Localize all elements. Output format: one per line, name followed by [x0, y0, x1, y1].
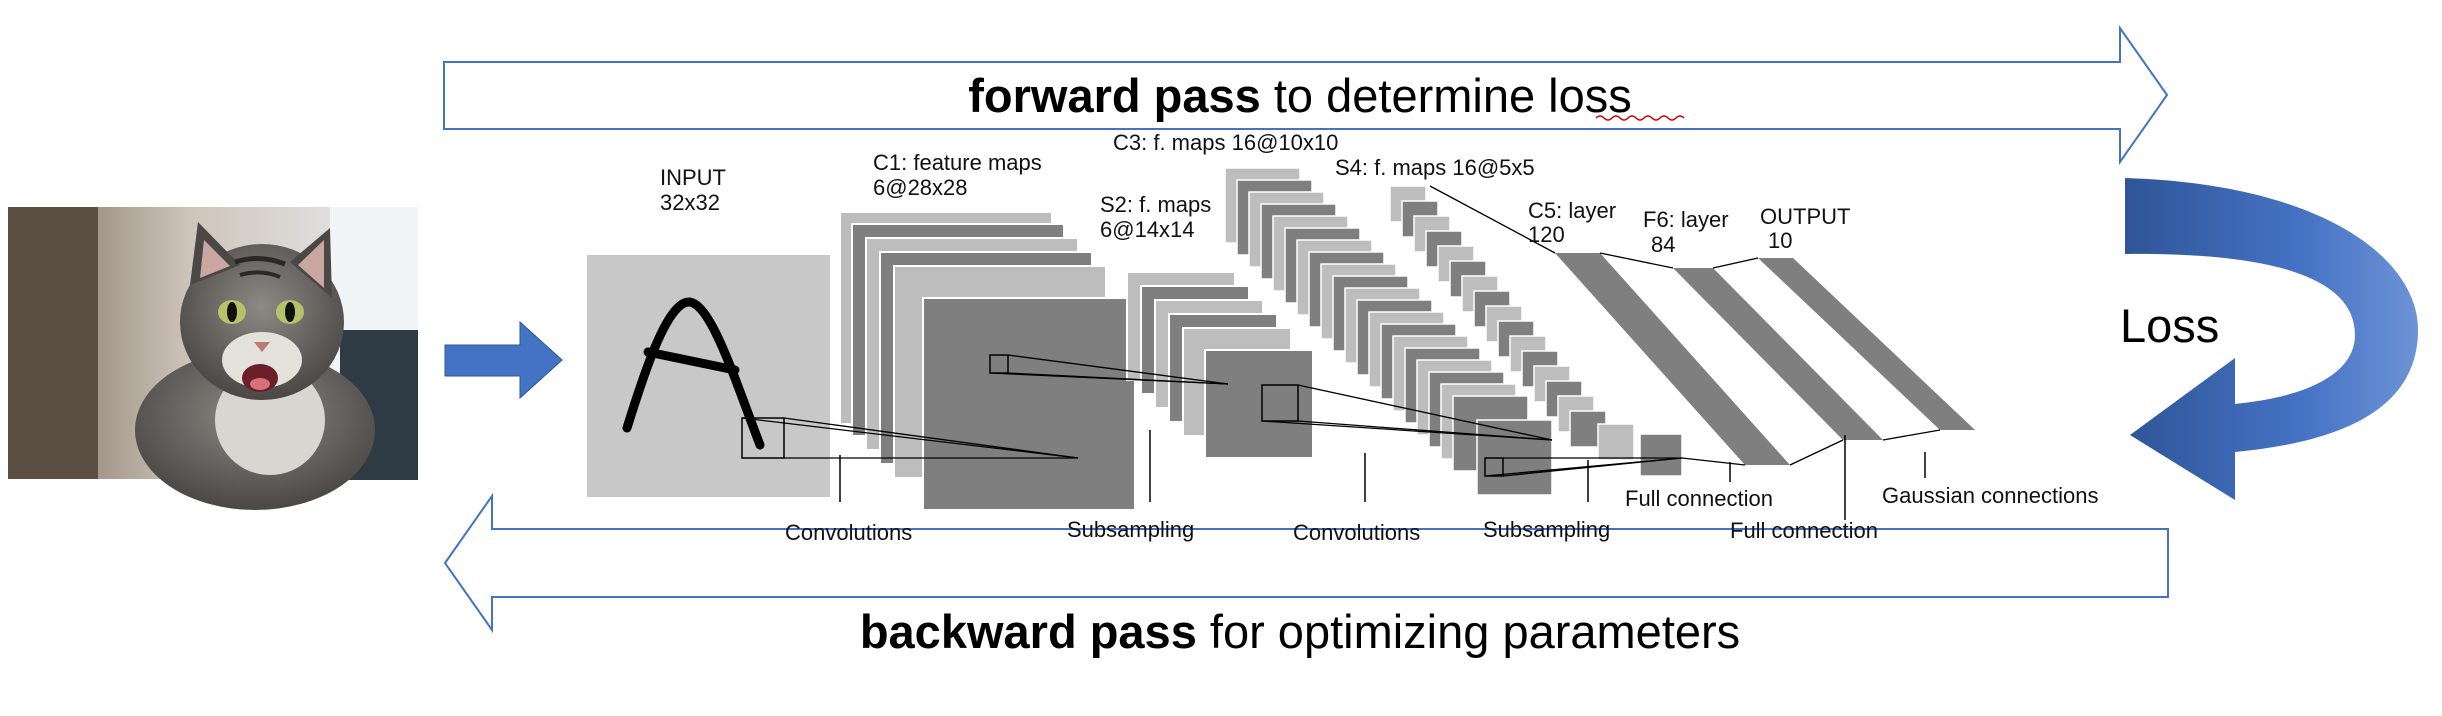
c1-size: 6@28x28	[873, 175, 968, 200]
forward-pass-arrow: forward pass to determine loss	[443, 24, 2169, 166]
op-subsampling-1: Subsampling	[1067, 517, 1194, 542]
op-full-connection-1: Full connection	[1625, 486, 1773, 511]
op-full-connection-2: Full connection	[1730, 518, 1878, 543]
fully-connected-layers	[1429, 185, 1975, 466]
c3-feature-map-stack	[1224, 167, 1553, 496]
c1-title: C1: feature maps	[873, 150, 1042, 175]
s2-title: S2: f. maps	[1100, 192, 1211, 217]
loss-label: Loss	[2120, 299, 2219, 352]
f6-size: 84	[1651, 232, 1675, 257]
loss-curved-arrow: Loss	[2120, 178, 2418, 500]
output-title: OUTPUT	[1760, 204, 1850, 229]
c3-title: C3: f. maps 16@10x10	[1113, 130, 1338, 155]
input-arrow	[444, 320, 563, 400]
backward-pass-arrow: backward pass for optimizing parameters	[443, 492, 2169, 658]
c5-layer-bar	[1555, 253, 1790, 465]
handwritten-a-glyph	[622, 297, 765, 450]
input-image-plane	[587, 255, 830, 497]
backward-pass-label: backward pass for optimizing parameters	[860, 605, 1740, 658]
f6-layer-bar	[1673, 268, 1883, 440]
projection-lines-4	[1484, 457, 1683, 477]
projection-lines-1	[741, 417, 1079, 459]
input-title: INPUT	[660, 165, 726, 190]
c5-title: C5: layer	[1528, 198, 1616, 223]
c1-feature-map-stack	[839, 211, 1136, 511]
receptive-field-4	[1484, 457, 1504, 477]
op-convolutions-1: Convolutions	[785, 520, 912, 545]
operation-ticks	[839, 430, 1926, 520]
s2-size: 6@14x14	[1100, 217, 1195, 242]
input-size: 32x32	[660, 190, 720, 215]
s4-title: S4: f. maps 16@5x5	[1335, 155, 1535, 180]
projection-lines-3	[1261, 384, 1553, 441]
receptive-field-3	[1261, 384, 1299, 422]
op-convolutions-2: Convolutions	[1293, 520, 1420, 545]
forward-pass-label: forward pass to determine loss	[968, 69, 1632, 122]
s2-feature-map-stack	[1126, 271, 1314, 459]
spellcheck-underline	[1595, 115, 1685, 121]
cat-photo	[8, 207, 418, 510]
output-layer-bar	[1758, 258, 1975, 430]
c5-size: 120	[1528, 222, 1565, 247]
lenet-network: INPUT 32x32 C1: feature maps 6@28x28	[587, 130, 2098, 545]
op-gaussian-connections: Gaussian connections	[1882, 483, 2098, 508]
output-size: 10	[1768, 228, 1792, 253]
receptive-field-1	[741, 417, 785, 459]
f6-title: F6: layer	[1643, 207, 1729, 232]
projection-lines-2	[989, 354, 1229, 385]
op-subsampling-2: Subsampling	[1483, 517, 1610, 542]
s4-feature-map-stack	[1389, 185, 1683, 477]
